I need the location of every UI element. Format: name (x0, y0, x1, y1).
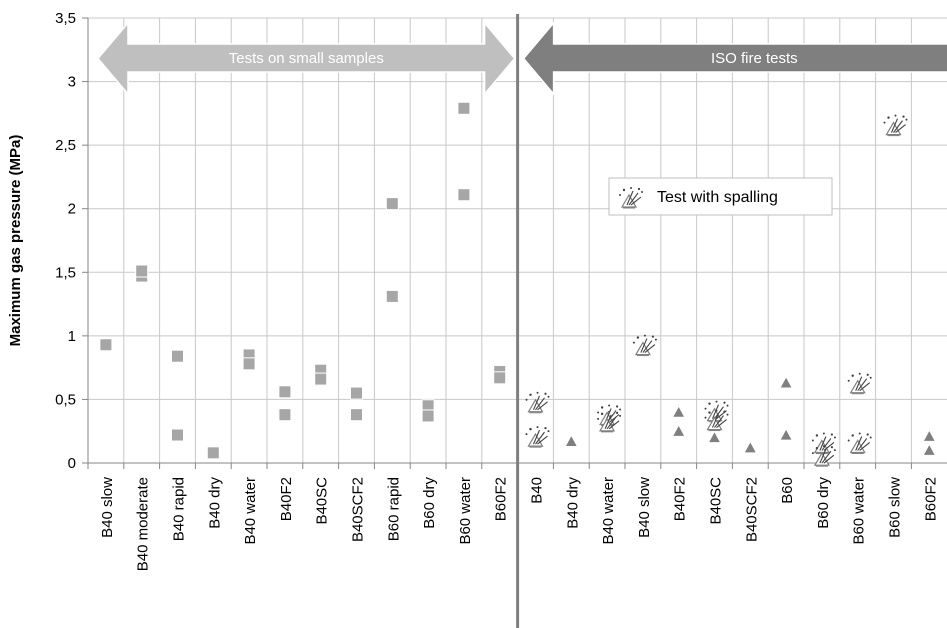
triangle-marker (564, 434, 578, 447)
square-marker (350, 386, 363, 400)
group-banners: Tests on small samples ISO fire tests (97, 20, 947, 97)
x-tick-label: B60 rapid (385, 477, 402, 541)
x-tick-label: B40 dry (206, 477, 223, 529)
legend-label: Test with spalling (657, 189, 778, 206)
x-tick-label: B60 dry (421, 477, 438, 529)
spalling-marker (632, 333, 658, 357)
square-marker (314, 372, 328, 386)
x-tick-label: B40F2 (672, 477, 689, 521)
x-tick-label: B40SC (314, 477, 331, 525)
x-tick-label: B40SC (708, 477, 725, 525)
triangle-marker (672, 424, 686, 437)
grid (88, 17, 947, 464)
square-marker (278, 385, 292, 399)
square-marker (457, 188, 471, 202)
square-marker (350, 408, 363, 422)
x-tick-label: B60 (779, 477, 796, 504)
y-tick-label: 2 (68, 201, 76, 218)
square-marker (493, 371, 507, 385)
small-samples-banner-arrow (97, 20, 516, 97)
triangle-marker (779, 428, 793, 441)
square-marker (135, 264, 149, 278)
triangle-marker (707, 430, 722, 443)
square-marker (457, 101, 471, 115)
y-axis-label: Maximum gas pressure (MPa) (7, 135, 24, 347)
square-marker (206, 446, 220, 460)
spalling-marker (524, 425, 551, 448)
spalling-marker (524, 391, 551, 414)
x-tick-label: B40 slow (99, 477, 116, 538)
x-tick-label: B40SCF2 (350, 477, 367, 542)
legend-box (608, 177, 833, 216)
triangle-marker (922, 443, 936, 456)
y-tick-label: 3,5 (55, 10, 76, 27)
square-marker (99, 338, 113, 352)
square-marker (171, 428, 184, 442)
triangle-marker (779, 376, 793, 389)
iso-fire-banner-label: ISO fire tests (711, 50, 798, 67)
x-tick-label: B40 moderate (135, 477, 152, 571)
square-marker (385, 197, 399, 211)
x-tick-label: B40F2 (278, 477, 295, 521)
small-samples-banner-label: Tests on small samples (229, 50, 384, 67)
x-tick-label: B60 slow (887, 477, 904, 538)
legend: Test with spalling (608, 177, 833, 216)
x-tick-label: B60 dry (815, 477, 832, 529)
x-tick-label: B40 rapid (171, 477, 188, 541)
y-tick-label: 1,5 (55, 264, 76, 281)
iso-fire-banner-arrow (522, 20, 947, 97)
axes: 0 0,5 1 1,5 2 2,5 3 3,5 B40 slow B40 moderate B40 … (55, 10, 947, 628)
triangle-marker (922, 429, 936, 442)
spalling-marker (847, 431, 873, 455)
x-tick-label: B40 water (600, 477, 617, 545)
spalling-marker (847, 372, 873, 395)
y-tick-label: 0 (68, 455, 76, 472)
square-marker (242, 357, 256, 371)
square-marker (385, 289, 399, 303)
x-tick-label: B40 dry (564, 477, 581, 529)
spalling-marker (811, 431, 837, 455)
y-tick-label: 3 (68, 74, 76, 91)
y-tick-label: 0,5 (55, 391, 76, 408)
y-tick-label: 1 (68, 328, 76, 345)
x-tick-label: B60 water (457, 477, 474, 545)
square-marker (278, 408, 292, 422)
triangle-marker (743, 440, 757, 454)
spalling-marker (882, 114, 909, 137)
triangle-marker (672, 405, 686, 418)
square-marker (421, 409, 435, 423)
x-tick-label: B60 water (851, 477, 868, 545)
y-tick-label: 2,5 (55, 137, 76, 154)
x-tick-label: B40 (529, 477, 546, 504)
x-tick-label: B40 slow (636, 477, 653, 538)
square-marker (171, 349, 184, 363)
x-tick-label: B60F2 (493, 477, 510, 521)
data-marks (99, 101, 936, 467)
x-tick-label: B40SCF2 (743, 477, 760, 542)
x-tick-label: B60F2 (922, 477, 939, 521)
x-tick-label: B40 water (242, 477, 259, 545)
